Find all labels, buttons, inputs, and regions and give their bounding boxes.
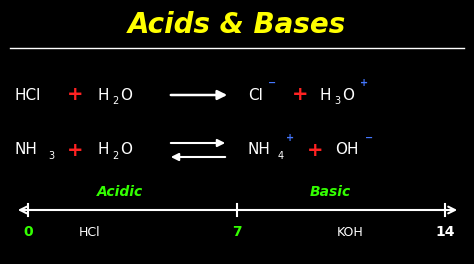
Text: O: O: [342, 87, 354, 102]
Text: +: +: [360, 78, 368, 88]
Text: 14: 14: [435, 225, 455, 239]
Text: Basic: Basic: [310, 185, 351, 199]
Text: 3: 3: [48, 151, 54, 161]
Text: NH: NH: [248, 143, 271, 158]
Text: 2: 2: [112, 151, 118, 161]
Text: O: O: [120, 87, 132, 102]
Text: −: −: [268, 78, 276, 88]
Text: H: H: [98, 87, 109, 102]
Text: 7: 7: [232, 225, 242, 239]
Text: 2: 2: [112, 96, 118, 106]
Text: HCl: HCl: [15, 87, 41, 102]
Text: OH: OH: [335, 143, 358, 158]
Text: HCl: HCl: [79, 225, 101, 238]
Text: +: +: [307, 140, 323, 159]
Text: NH: NH: [15, 143, 38, 158]
Text: +: +: [67, 140, 83, 159]
Text: KOH: KOH: [337, 225, 364, 238]
Text: Acids & Bases: Acids & Bases: [128, 11, 346, 39]
Text: Cl: Cl: [248, 87, 263, 102]
Text: +: +: [292, 86, 308, 105]
Text: Acidic: Acidic: [97, 185, 143, 199]
Text: H: H: [320, 87, 331, 102]
Text: O: O: [120, 143, 132, 158]
Text: −: −: [365, 133, 373, 143]
Text: +: +: [286, 133, 294, 143]
Text: H: H: [98, 143, 109, 158]
Text: 3: 3: [334, 96, 340, 106]
Text: 0: 0: [23, 225, 33, 239]
Text: 4: 4: [278, 151, 284, 161]
Text: +: +: [67, 86, 83, 105]
